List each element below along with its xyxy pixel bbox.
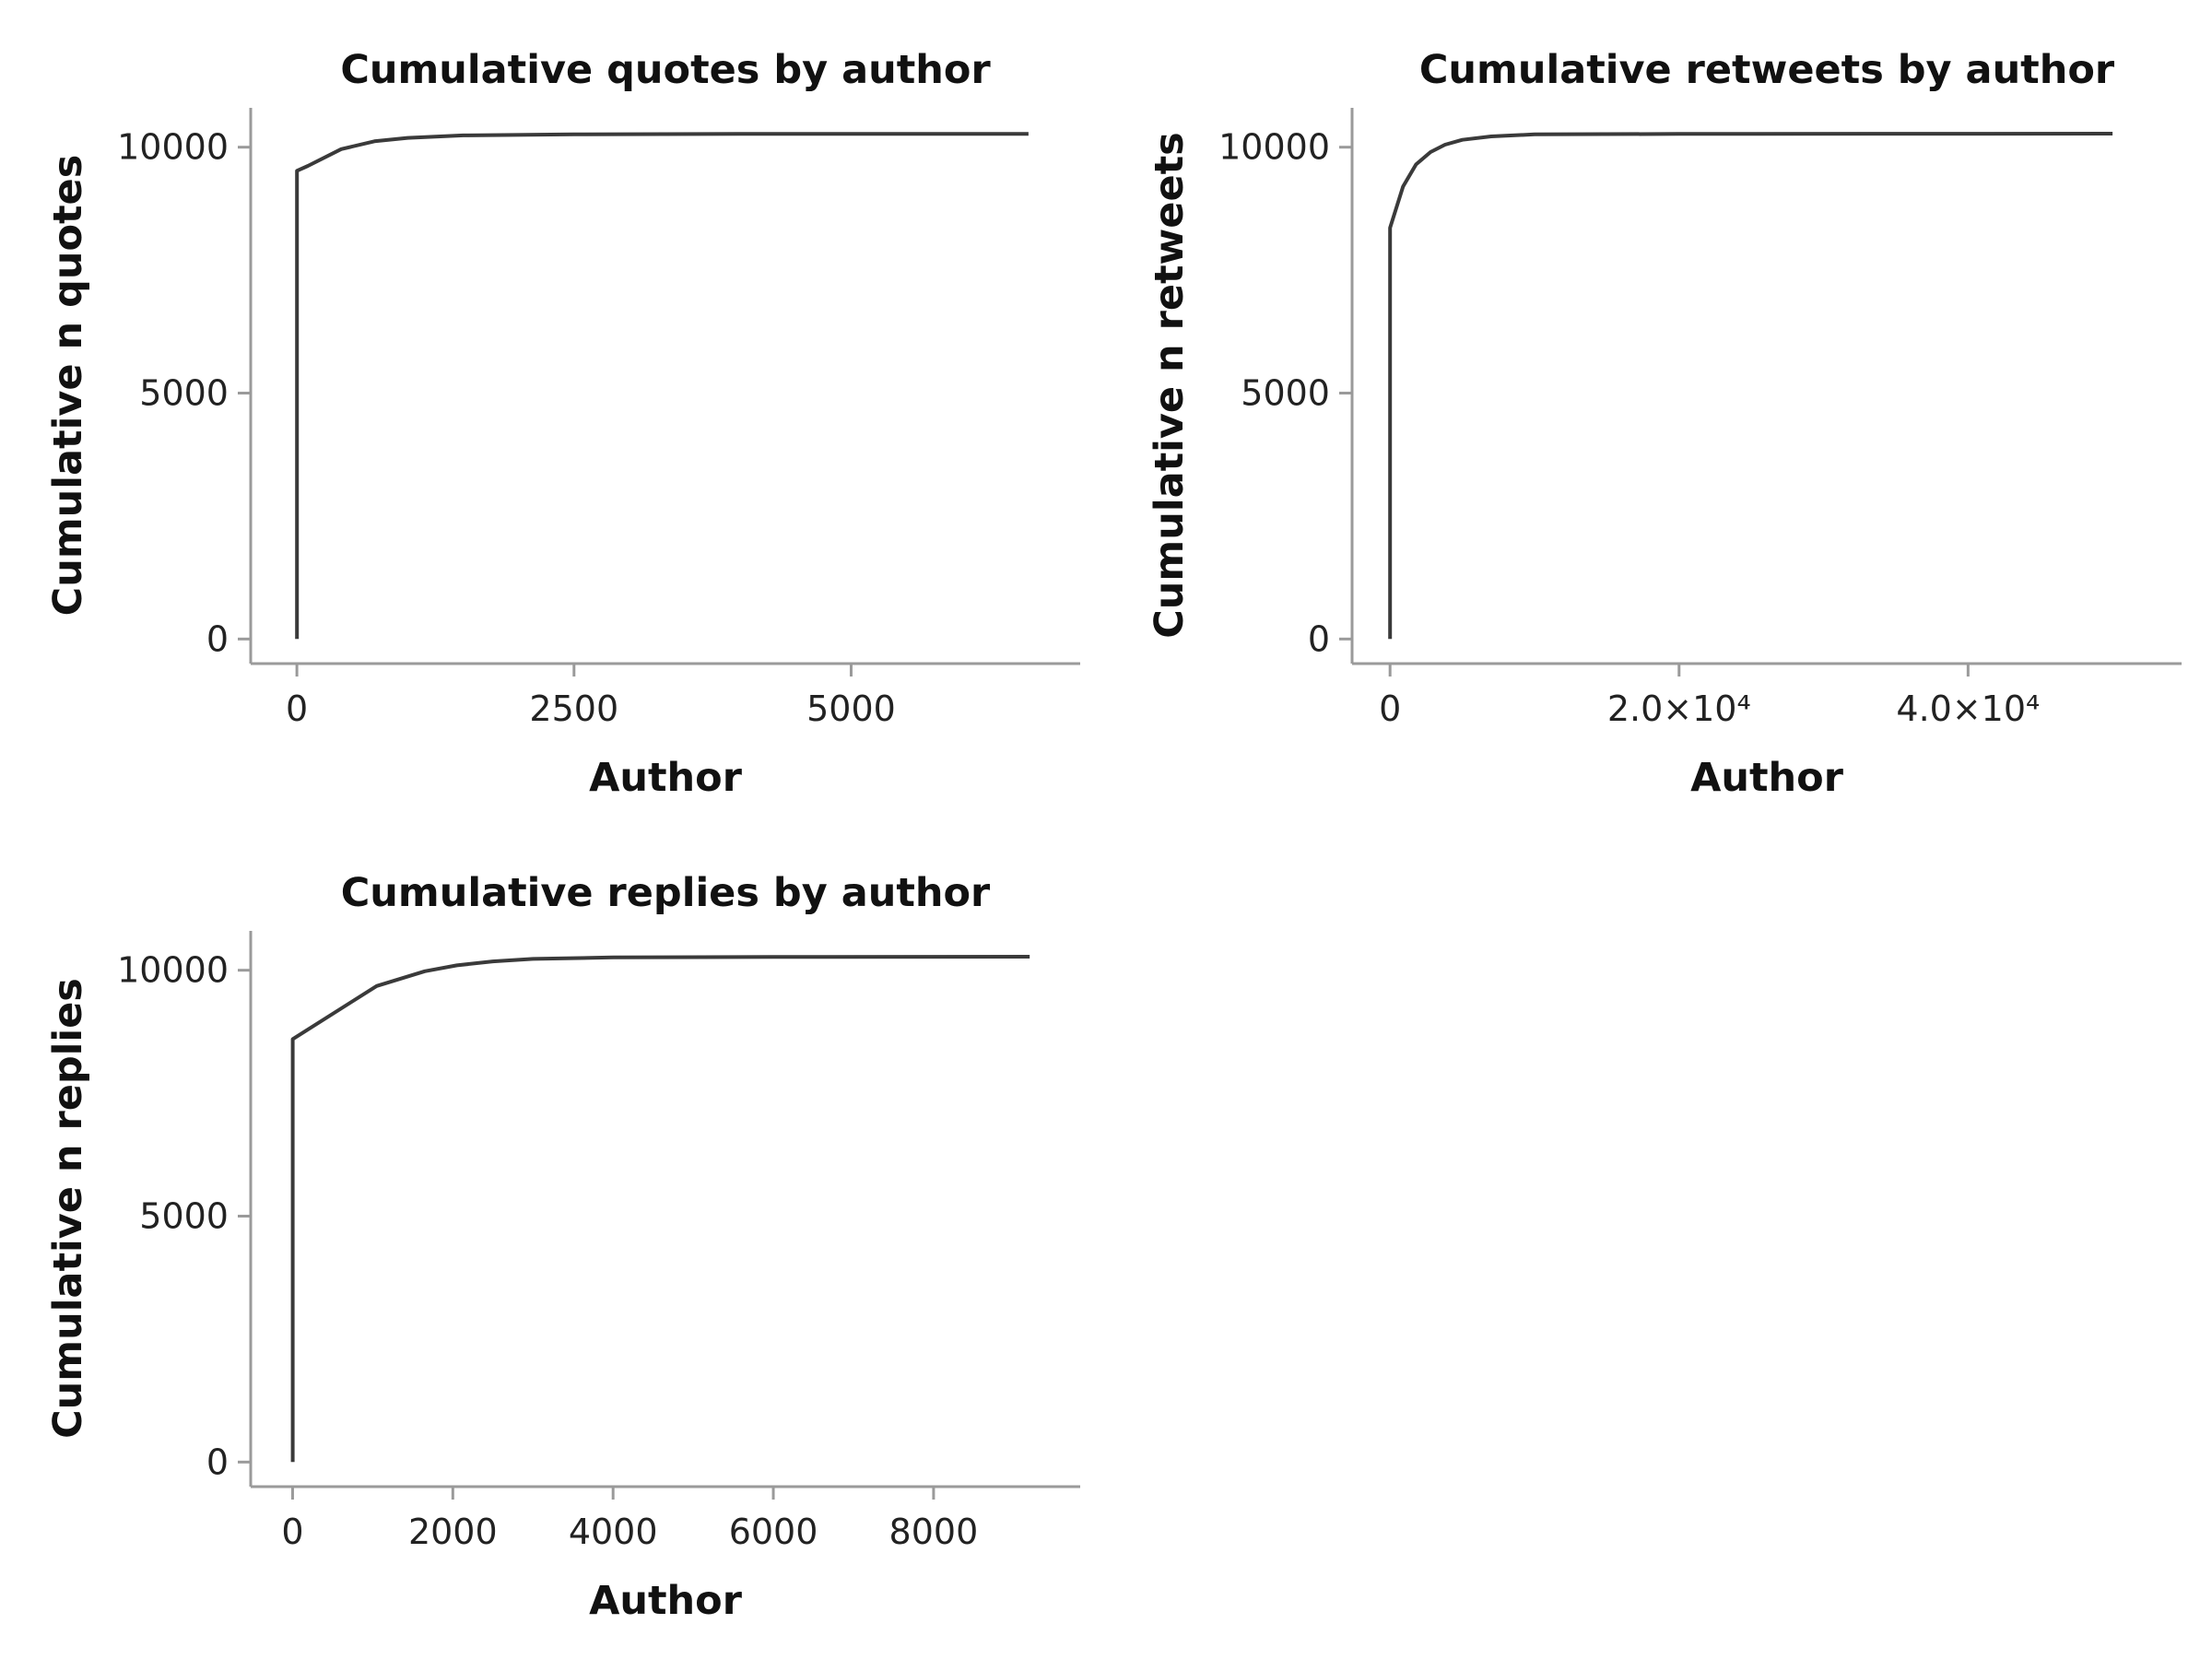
x-tick-label: 2.0×10⁴ bbox=[1607, 688, 1751, 729]
x-tick-label: 2500 bbox=[529, 688, 618, 729]
x-tick-label: 5000 bbox=[806, 688, 896, 729]
x-tick-label: 2000 bbox=[408, 1512, 498, 1552]
y-tick-label: 10000 bbox=[117, 127, 229, 168]
x-tick-label: 4000 bbox=[569, 1512, 658, 1552]
y-tick-label: 0 bbox=[1308, 618, 1330, 659]
chart-replies: Cumulative replies by author 0 2000 4000 60… bbox=[45, 870, 1080, 1624]
x-axis-label: Author bbox=[1690, 755, 1844, 801]
y-tick-label: 5000 bbox=[139, 1196, 229, 1237]
x-tick-label: 0 bbox=[286, 688, 308, 729]
chart-quotes: Cumulative quotes by author 0 2500 5000 0 50… bbox=[45, 47, 1080, 801]
x-tick-label: 0 bbox=[1379, 688, 1401, 729]
x-axis-label: Author bbox=[589, 1578, 743, 1624]
chart-title: Cumulative quotes by author bbox=[340, 47, 991, 93]
y-axis-label: Cumulative n replies bbox=[45, 978, 91, 1439]
plot-area: 0 2.0×10⁴ 4.0×10⁴ 0 5000 10000 bbox=[1218, 108, 2182, 729]
y-tick-label: 10000 bbox=[117, 950, 229, 991]
plot-area: 0 2500 5000 0 5000 10000 bbox=[117, 108, 1080, 729]
y-tick-label: 10000 bbox=[1218, 127, 1330, 168]
x-tick-label: 8000 bbox=[889, 1512, 979, 1552]
series-line bbox=[290, 955, 1030, 1463]
x-axis-label: Author bbox=[589, 755, 743, 801]
x-tick-label: 4.0×10⁴ bbox=[1896, 688, 2040, 729]
y-tick-label: 5000 bbox=[1241, 373, 1330, 414]
series-line bbox=[295, 132, 1029, 640]
series-line bbox=[1388, 132, 2113, 640]
y-tick-label: 5000 bbox=[139, 373, 229, 414]
y-tick-label: 0 bbox=[206, 1441, 229, 1482]
y-axis-label: Cumulative n quotes bbox=[45, 155, 91, 617]
y-axis-label: Cumulative n retweets bbox=[1147, 132, 1193, 639]
x-tick-label: 0 bbox=[281, 1512, 303, 1552]
chart-retweets: Cumulative retweets by author 0 2.0×10⁴ 4.… bbox=[1147, 47, 2182, 801]
chart-title: Cumulative retweets by author bbox=[1419, 47, 2115, 93]
x-tick-label: 6000 bbox=[729, 1512, 818, 1552]
y-tick-label: 0 bbox=[206, 618, 229, 659]
plot-area: 0 2000 4000 6000 8000 0 5000 10000 bbox=[117, 931, 1080, 1552]
chart-title: Cumulative replies by author bbox=[341, 870, 991, 916]
